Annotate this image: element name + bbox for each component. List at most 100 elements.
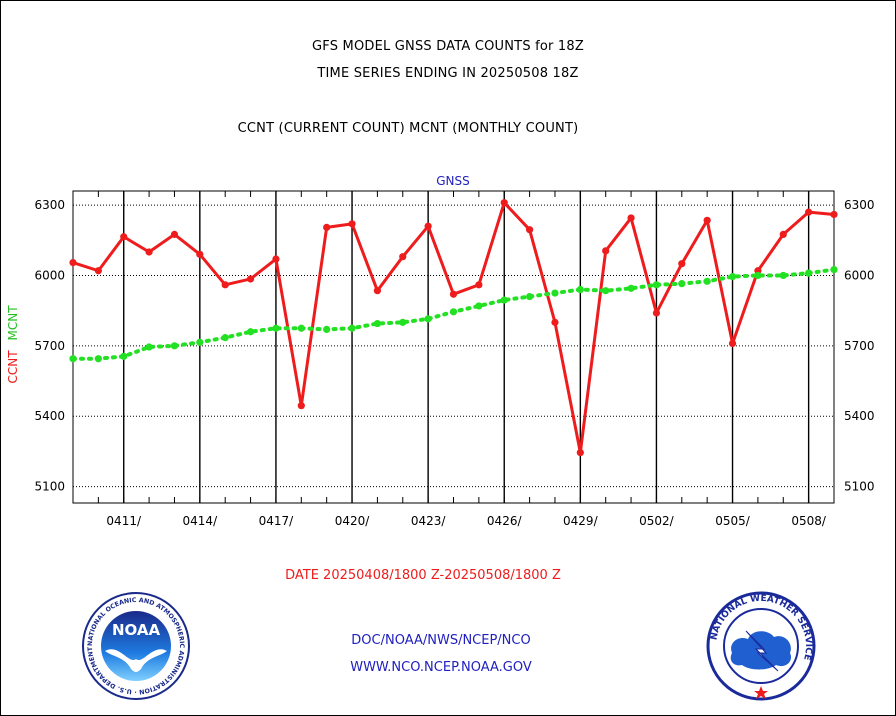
y-tick-label-right: 5400 [844, 409, 875, 423]
x-tick-label: 0411/ [106, 514, 142, 528]
y-tick-label-right: 5700 [844, 339, 875, 353]
mcnt-point [170, 342, 179, 350]
mcnt-point [754, 271, 762, 280]
ccnt-point [526, 226, 534, 234]
ccnt-point [779, 230, 787, 238]
ccnt-point [678, 260, 686, 268]
mcnt-point [526, 292, 534, 301]
nws-logo: NATIONAL WEATHER SERVICE [706, 591, 816, 701]
y-tick-label-left: 5400 [34, 409, 65, 423]
y-tick-label-left: 5700 [34, 339, 65, 353]
ccnt-point [196, 250, 204, 258]
ccnt-point [348, 220, 356, 228]
mcnt-point [424, 315, 432, 323]
x-axis-label: DATE 20250408/1800 Z-20250508/1800 Z [285, 568, 561, 583]
ccnt-point [703, 216, 711, 224]
ccnt-point [424, 222, 432, 230]
mcnt-point [627, 284, 635, 292]
ccnt-point [170, 230, 179, 238]
ccnt-point [805, 208, 813, 216]
ccnt-point [500, 199, 508, 207]
ccnt-point [272, 255, 280, 263]
noaa-logo-text: NOAA [112, 621, 161, 639]
x-tick-label: 0420/ [335, 514, 371, 528]
mcnt-point [475, 302, 483, 310]
ccnt-point [69, 258, 77, 267]
mcnt-point [576, 285, 584, 294]
x-tick-label: 0429/ [563, 514, 599, 528]
mcnt-point [69, 355, 77, 363]
x-tick-label: 0502/ [639, 514, 675, 528]
mcnt-point [297, 324, 305, 332]
mcnt-point [348, 324, 356, 332]
tick-layer: 5100 5100 5400 5400 5700 5700 6000 6000 6300 6300… [34, 191, 875, 528]
x-tick-label: 0505/ [715, 514, 751, 528]
x-tick-label: 0423/ [411, 514, 447, 528]
y-axis-label-mcnt: MCNT [6, 305, 20, 341]
mcnt-point [652, 281, 661, 289]
ccnt-point [297, 402, 305, 410]
gnss-chart: 5100 5100 5400 5400 5700 5700 6000 6000 6300 6300… [6, 174, 875, 583]
ccnt-point [627, 214, 635, 222]
ccnt-point [246, 275, 255, 283]
mcnt-point [323, 325, 331, 334]
mcnt-point [246, 328, 255, 336]
y-tick-label-right: 6000 [844, 268, 875, 282]
x-tick-label: 0426/ [487, 514, 523, 528]
mcnt-point [449, 308, 458, 316]
mcnt-point [272, 324, 280, 332]
mcnt-point [500, 296, 508, 304]
ccnt-point [399, 253, 407, 261]
ccnt-point [830, 210, 838, 219]
footer-org-path[interactable]: DOC/NOAA/NWS/NCEP/NCO [351, 633, 531, 648]
mcnt-point [728, 273, 737, 281]
mcnt-point [551, 289, 559, 297]
chart-title: GNSS [436, 174, 470, 188]
y-axis-label-ccnt: CCNT [6, 350, 20, 384]
plot-frame [72, 190, 835, 504]
mcnt-point [196, 338, 204, 346]
ccnt-point [551, 318, 559, 326]
lightning-icon [745, 630, 779, 672]
mcnt-point [120, 352, 128, 360]
seagull-icon [105, 649, 167, 672]
mcnt-point [94, 355, 102, 363]
mcnt-point [830, 265, 838, 274]
ccnt-point [373, 287, 381, 295]
mcnt-point [221, 334, 229, 342]
y-tick-label-right: 6300 [844, 198, 875, 212]
header-title-line2: TIME SERIES ENDING IN 20250508 18Z [317, 66, 579, 81]
footer-website-link[interactable]: WWW.NCO.NCEP.NOAA.GOV [350, 660, 532, 675]
series-layer [69, 199, 838, 457]
mcnt-point [145, 343, 153, 351]
star-icon [754, 686, 768, 699]
y-tick-label-left: 5100 [34, 480, 65, 494]
mcnt-point [373, 319, 381, 328]
mcnt-point [703, 277, 711, 285]
ccnt-point [475, 281, 483, 289]
x-tick-label: 0508/ [791, 514, 827, 528]
x-tick-label: 0417/ [259, 514, 295, 528]
x-tick-label: 0414/ [183, 514, 219, 528]
mcnt-point [678, 280, 686, 288]
ccnt-point [145, 248, 153, 256]
ccnt-point [576, 448, 584, 457]
ccnt-point [120, 233, 128, 241]
y-tick-label-left: 6300 [34, 198, 65, 212]
ccnt-point [221, 281, 229, 289]
mcnt-point [602, 287, 610, 295]
ccnt-point [652, 309, 661, 317]
noaa-logo: NATIONAL OCEANIC AND ATMOSPHERIC ADMINIS… [81, 591, 190, 700]
ccnt-point [323, 223, 331, 231]
mcnt-point [805, 269, 813, 277]
ccnt-point [602, 247, 610, 255]
ccnt-point [94, 267, 102, 275]
mcnt-point [779, 271, 787, 280]
grid-layer [73, 191, 834, 503]
y-tick-label-left: 6000 [34, 268, 65, 282]
header-title-line1: GFS MODEL GNSS DATA COUNTS for 18Z [312, 39, 584, 54]
ccnt-line [72, 201, 835, 455]
ccnt-point [449, 290, 458, 298]
y-tick-label-right: 5100 [844, 480, 875, 494]
